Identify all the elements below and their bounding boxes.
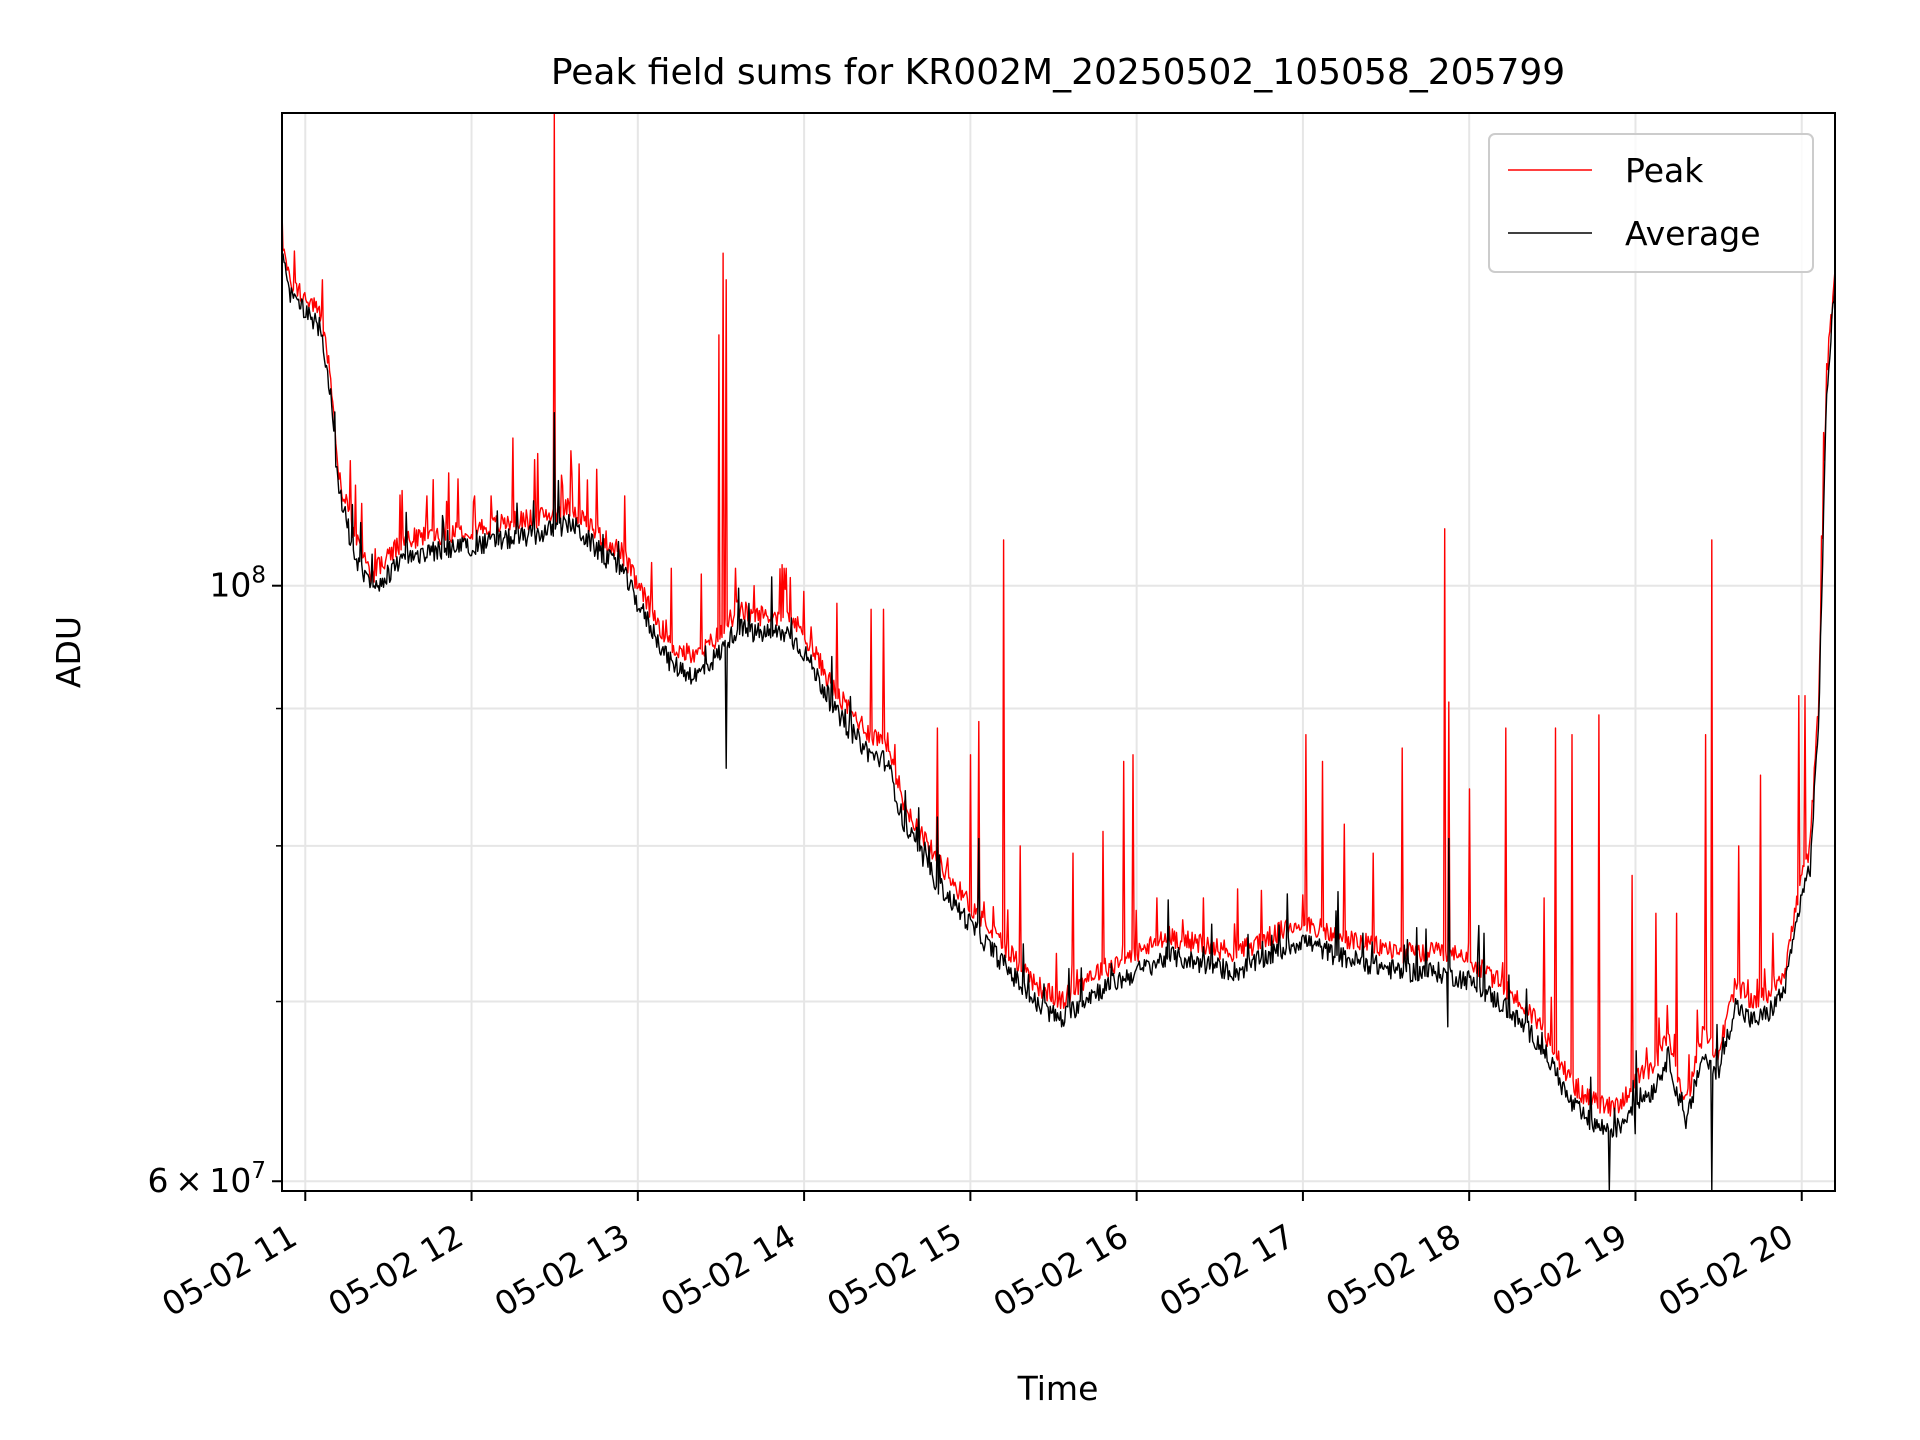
legend: Peak Average xyxy=(1488,133,1814,273)
chart-title: Peak field sums for KR002M_20250502_1050… xyxy=(551,52,1565,93)
y-tick-label: 108 xyxy=(209,563,266,605)
y-axis: 6 × 107 108 xyxy=(148,563,282,1200)
legend-peak-label: Peak xyxy=(1625,151,1704,190)
series-layer xyxy=(281,112,1836,1192)
legend-box xyxy=(1488,133,1814,273)
y-axis-label: ADU xyxy=(49,616,88,688)
series-line-average xyxy=(281,253,1836,1192)
plot-frame xyxy=(281,112,1836,1192)
legend-average-label: Average xyxy=(1625,214,1761,253)
grid xyxy=(282,113,1835,1191)
y-tick-label: 6 × 107 xyxy=(148,1158,266,1200)
x-axis-label: Time xyxy=(1017,1369,1099,1408)
series-line-peak xyxy=(281,112,1836,1117)
